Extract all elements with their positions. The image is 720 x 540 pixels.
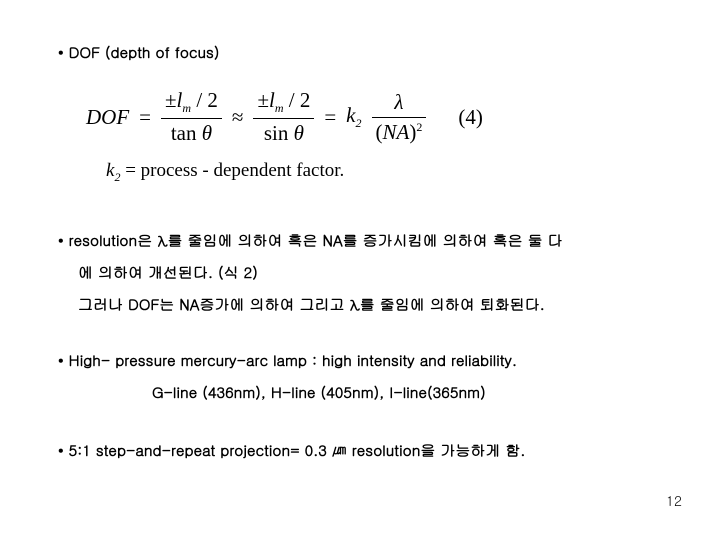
t1-theta: θ bbox=[202, 121, 212, 145]
eq-equals-2: = bbox=[324, 105, 336, 130]
k2-dash: - bbox=[198, 160, 214, 181]
eq-term1: ±lm / 2 tan θ bbox=[161, 88, 222, 146]
para2-line1: • High- pressure mercury-arc lamp : high… bbox=[58, 350, 517, 371]
heading-dof: • DOF (depth of focus) bbox=[58, 42, 220, 63]
t1-m: m bbox=[182, 101, 191, 115]
eq-approx: ≈ bbox=[232, 105, 244, 130]
t3-na: NA bbox=[383, 120, 410, 144]
t2-over2: / 2 bbox=[283, 88, 310, 112]
eq-term3-den: (NA)2 bbox=[372, 120, 427, 145]
k2-process: process bbox=[141, 160, 198, 181]
para3: • 5:1 step-and-repeat projection= 0.3 ㎛ … bbox=[58, 440, 525, 461]
t1-tan: tan bbox=[171, 121, 197, 145]
eq-term2-num: ±lm / 2 bbox=[253, 88, 314, 116]
t2-pm: ± bbox=[257, 88, 269, 112]
eq-term1-num: ±lm / 2 bbox=[161, 88, 222, 116]
eq-lhs: DOF bbox=[86, 105, 129, 130]
eq-term3-num: λ bbox=[390, 90, 407, 115]
para2-line2: G-line (436nm), H-line (405nm), I-line(3… bbox=[152, 382, 486, 403]
slide: • DOF (depth of focus) DOF = ±lm / 2 tan… bbox=[0, 0, 720, 540]
page-number: 12 bbox=[666, 490, 682, 510]
para1-line2: 에 의하여 개선된다. (식 2) bbox=[78, 262, 258, 283]
k2-eq: = bbox=[120, 160, 140, 181]
eq-k2: k2 bbox=[346, 103, 361, 131]
eq-equals-1: = bbox=[139, 105, 151, 130]
fraction-bar bbox=[161, 118, 222, 119]
t2-theta: θ bbox=[294, 121, 304, 145]
para1-line3: 그러나 DOF는 NA증가에 의하여 그리고 λ를 줄임에 의하여 퇴화된다. bbox=[78, 294, 545, 315]
t3-sq: 2 bbox=[416, 120, 422, 134]
t1-pm: ± bbox=[165, 88, 177, 112]
eq-term3: λ (NA)2 bbox=[372, 90, 427, 145]
fraction-bar bbox=[253, 118, 314, 119]
eq-term2: ±lm / 2 sin θ bbox=[253, 88, 314, 146]
k2-rest: dependent factor. bbox=[213, 160, 344, 181]
fraction-bar bbox=[372, 117, 427, 118]
para1-line1: • resolution은 λ를 줄임에 의하여 혹은 NA를 증가시킴에 의하… bbox=[58, 230, 563, 251]
eq-term2-den: sin θ bbox=[260, 121, 308, 146]
k-var: k bbox=[346, 103, 355, 127]
k-sub: 2 bbox=[356, 116, 362, 130]
t2-sin: sin bbox=[264, 121, 289, 145]
equation-k2-def: k2 = process - dependent factor. bbox=[106, 160, 344, 185]
t1-over2: / 2 bbox=[191, 88, 218, 112]
equation-dof: DOF = ±lm / 2 tan θ ≈ ±lm / 2 sin θ bbox=[86, 88, 483, 146]
equation-number: (4) bbox=[458, 105, 483, 130]
eq-term1-den: tan θ bbox=[167, 121, 216, 146]
equation-row: DOF = ±lm / 2 tan θ ≈ ±lm / 2 sin θ bbox=[86, 88, 483, 146]
t3-open: ( bbox=[376, 120, 383, 144]
